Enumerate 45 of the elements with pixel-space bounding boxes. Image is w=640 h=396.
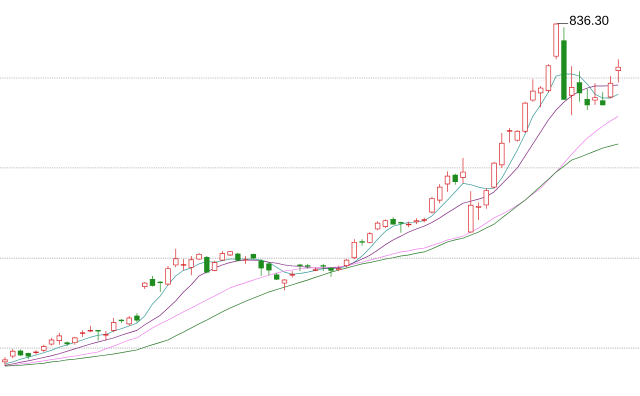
candlestick	[220, 250, 226, 262]
candlestick	[165, 266, 171, 286]
candlestick	[103, 330, 109, 341]
candlestick	[460, 158, 466, 184]
candlestick	[514, 130, 520, 142]
candlestick	[352, 238, 357, 260]
candlestick	[608, 76, 614, 99]
candlestick	[452, 173, 458, 186]
candlestick	[126, 316, 132, 326]
candlestick	[118, 318, 124, 324]
candlestick	[33, 350, 39, 355]
candlestick	[212, 260, 218, 272]
candlestick	[484, 188, 489, 210]
candlestick	[258, 258, 264, 276]
candlestick	[398, 221, 404, 234]
candlestick	[576, 70, 582, 102]
candlestick	[491, 162, 497, 188]
candlestick	[204, 256, 210, 274]
candlestick	[414, 218, 420, 224]
candlestick	[110, 318, 116, 332]
candlestick	[530, 78, 536, 102]
candlestick	[266, 262, 272, 276]
candlestick	[56, 332, 62, 346]
candlestick	[437, 184, 442, 204]
annotation: 836.30	[570, 16, 608, 25]
candlestick	[499, 132, 504, 168]
candlestick	[584, 88, 590, 110]
candlestick	[297, 264, 303, 272]
candlestick	[429, 196, 435, 214]
candlestick	[180, 258, 186, 271]
candlestick	[444, 171, 450, 192]
candlestick	[10, 348, 16, 358]
candlestick	[506, 128, 512, 143]
candlestick	[95, 330, 101, 341]
candlestick	[367, 232, 373, 244]
candlestick	[538, 86, 544, 108]
candlestick	[134, 312, 140, 323]
candlestick	[64, 340, 70, 346]
candlestick	[150, 276, 156, 287]
candlestick	[616, 58, 621, 83]
candlestick	[592, 82, 598, 106]
candlestick	[600, 92, 606, 106]
candlestick	[173, 248, 178, 268]
candlestick	[569, 66, 574, 116]
candlestick	[188, 256, 194, 276]
